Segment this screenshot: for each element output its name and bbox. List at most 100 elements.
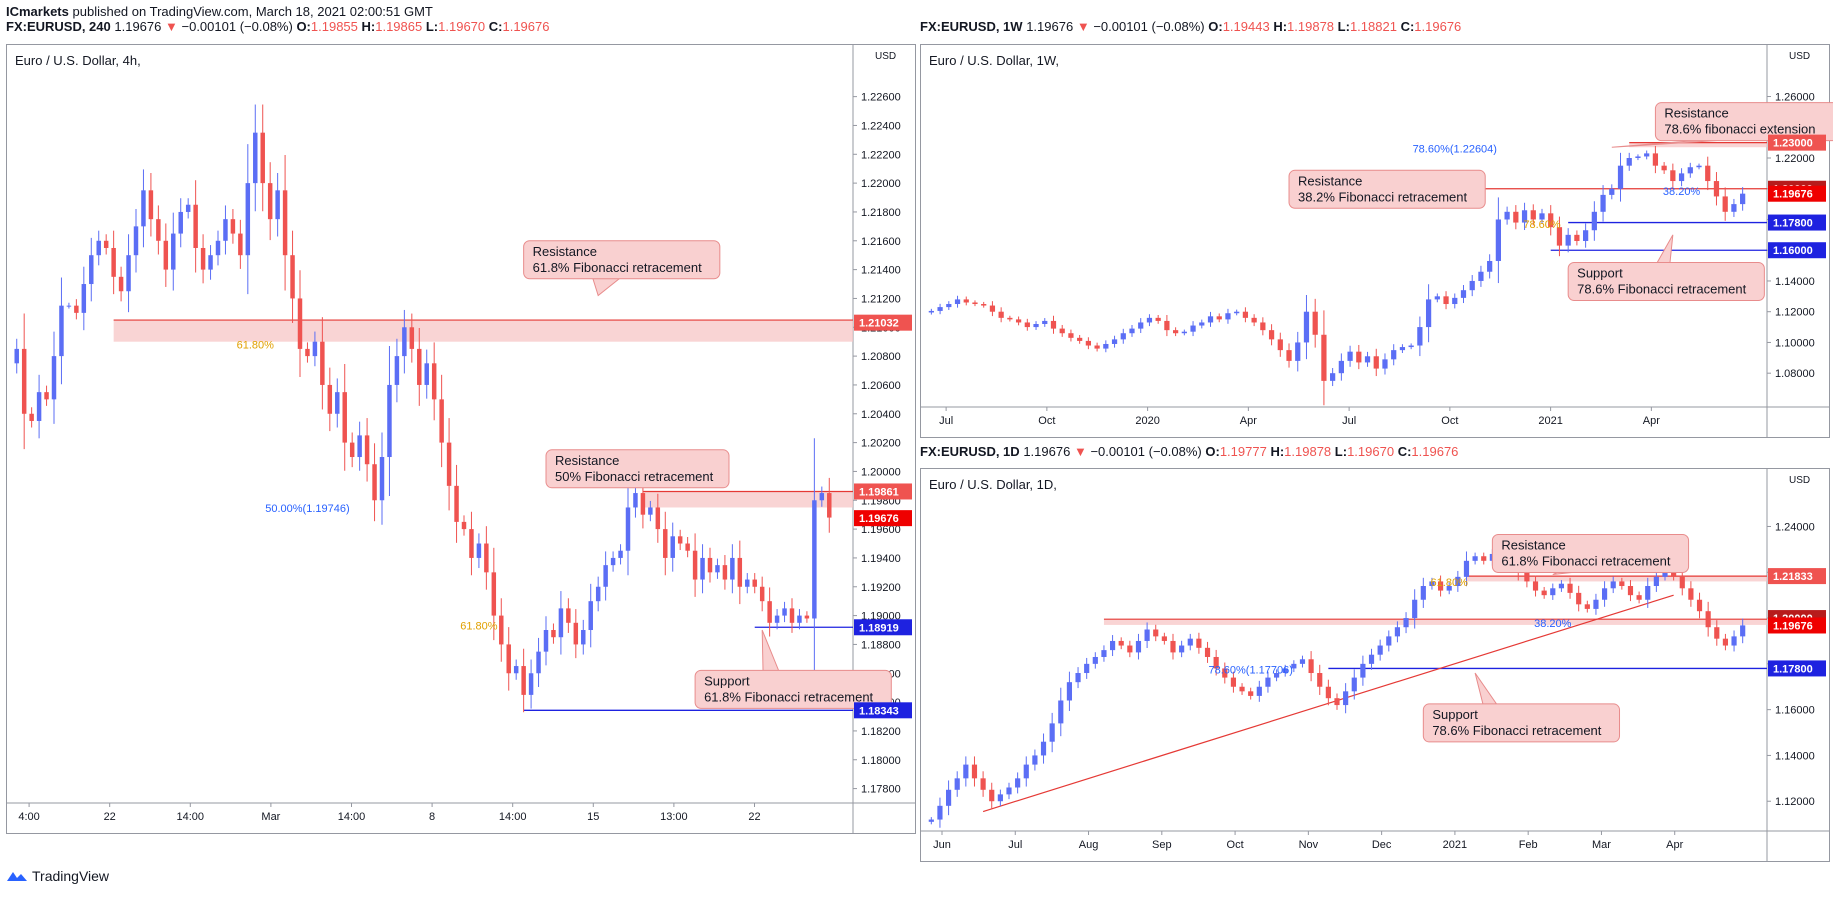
y-tick-label: 1.22200	[861, 149, 901, 161]
candle-body	[1146, 317, 1153, 323]
chart-canvas-4h[interactable]: USD1.178001.180001.182001.184001.186001.…	[7, 45, 915, 833]
candle-body	[387, 384, 392, 458]
y-tick-label: 1.22600	[861, 92, 901, 104]
candle-body	[1539, 213, 1545, 220]
x-tick-label: 14:00	[338, 811, 366, 823]
callout-title: Resistance	[1501, 537, 1565, 552]
candle-body	[558, 608, 564, 638]
candle-body	[1550, 588, 1556, 596]
candle-body	[66, 305, 72, 307]
candle-body	[980, 778, 986, 790]
candle-body	[499, 615, 504, 645]
chart-pane-1w[interactable]: Euro / U.S. Dollar, 1W, USD 1.08000 1.1000…	[920, 44, 1833, 438]
candle-body	[1118, 640, 1124, 646]
candle-body	[804, 615, 810, 619]
candle-body	[543, 630, 549, 652]
x-tick-label: Apr	[1643, 415, 1660, 427]
candle-body	[1129, 328, 1135, 334]
candle-body	[461, 521, 467, 530]
candle-body	[1317, 673, 1323, 687]
fib-level-label: 61.80%	[1431, 577, 1469, 589]
candle-body	[1007, 317, 1013, 320]
candle-body	[1601, 588, 1608, 600]
candle-body	[1260, 322, 1266, 331]
symbol: FX:EURUSD, 1W	[920, 19, 1023, 34]
callout-subtitle: 61.8% Fibonacci retracement	[533, 260, 702, 275]
candle-body	[536, 651, 541, 674]
x-tick-label: Jul	[1342, 415, 1356, 427]
candle-body	[1234, 311, 1240, 314]
chart-pane-1d[interactable]: Euro / U.S. Dollar, 1D, USD 1.12000 1.1400…	[920, 468, 1830, 862]
candle-body	[1521, 210, 1528, 223]
x-tick-label: Oct	[1227, 839, 1244, 851]
candle-body	[595, 586, 601, 602]
callout-subtitle: 78.6% Fibonacci retracement	[1432, 723, 1601, 738]
price-level-badge	[1768, 660, 1826, 677]
candle-body	[1006, 787, 1012, 795]
y-tick-label: 1.18000	[861, 755, 901, 767]
candle-body	[1705, 611, 1711, 628]
candle-body	[1661, 165, 1667, 171]
candle-body	[342, 392, 347, 443]
candle-body	[1412, 599, 1418, 619]
candle-body	[305, 348, 310, 357]
callout-box	[1422, 703, 1621, 743]
callout-subtitle: 61.8% Fibonacci retracement	[1501, 553, 1670, 568]
candle-body	[521, 666, 526, 695]
published-text: published on TradingView.com, March 18, …	[72, 4, 433, 19]
price-level-badge	[1768, 214, 1826, 231]
candle-body	[1610, 581, 1616, 589]
candle-body	[1265, 677, 1271, 687]
candle-body	[1015, 319, 1022, 323]
candle-body	[253, 132, 258, 184]
y-tick-label: 1.19200	[861, 582, 901, 594]
candle-body	[21, 348, 27, 414]
down-arrow-icon: ▼	[165, 19, 178, 34]
fib-level-label: 61.80%	[460, 621, 498, 633]
candle-body	[1740, 625, 1746, 637]
candle-body	[1103, 343, 1109, 349]
candle-body	[364, 435, 370, 465]
price-level-label: 1.17800	[1773, 218, 1813, 230]
y-tick-label: 1.19400	[861, 553, 901, 565]
candle-body	[1181, 331, 1187, 334]
x-tick-label: Apr	[1666, 839, 1683, 851]
chart-canvas-1d[interactable]: USD1.120001.140001.160001.180001.200001.…	[921, 469, 1829, 861]
candle-body	[118, 276, 124, 292]
candle-body	[1469, 280, 1475, 291]
y-tick-label: 1.22000	[861, 178, 901, 190]
candle-body	[513, 666, 519, 674]
price-level-badge	[1768, 617, 1826, 634]
candle-body	[1504, 211, 1510, 220]
candle-body	[663, 529, 668, 558]
candle-body	[1024, 322, 1030, 328]
candle-body	[1452, 297, 1458, 305]
y-tick-label: 1.19600	[861, 524, 901, 536]
candle-body	[223, 219, 228, 241]
chart-pane-4h[interactable]: Euro / U.S. Dollar, 4h, USD 1.17800 1.1800…	[6, 44, 916, 834]
candle-body	[1600, 194, 1606, 212]
candle-body	[1584, 604, 1590, 609]
candle-body	[1155, 317, 1161, 321]
footer-brand[interactable]: TradingView	[6, 868, 109, 884]
candle-body	[1356, 351, 1362, 363]
candle-body	[1077, 337, 1083, 341]
candle-body	[484, 543, 489, 573]
candle-body	[737, 557, 743, 587]
close-value: 1.19676	[502, 19, 550, 34]
candle-body	[1382, 359, 1388, 369]
candle-body	[827, 493, 832, 518]
candle-body	[954, 299, 961, 305]
candle-body	[1111, 339, 1118, 344]
fib-level-label: 61.80%	[237, 340, 275, 352]
candle-body	[1645, 586, 1651, 600]
candle-body	[670, 536, 675, 558]
chart-canvas-1w[interactable]: USD 1.08000 1.10000 1.12000 1.14000 1.16000 1.…	[921, 45, 1833, 437]
candle-body	[372, 464, 377, 501]
candle-body	[1170, 640, 1176, 653]
candle-body	[1425, 299, 1432, 328]
x-tick-label: 2020	[1135, 415, 1159, 427]
candle-body	[981, 304, 987, 306]
candle-body	[1308, 659, 1314, 674]
candle-body	[297, 298, 303, 349]
